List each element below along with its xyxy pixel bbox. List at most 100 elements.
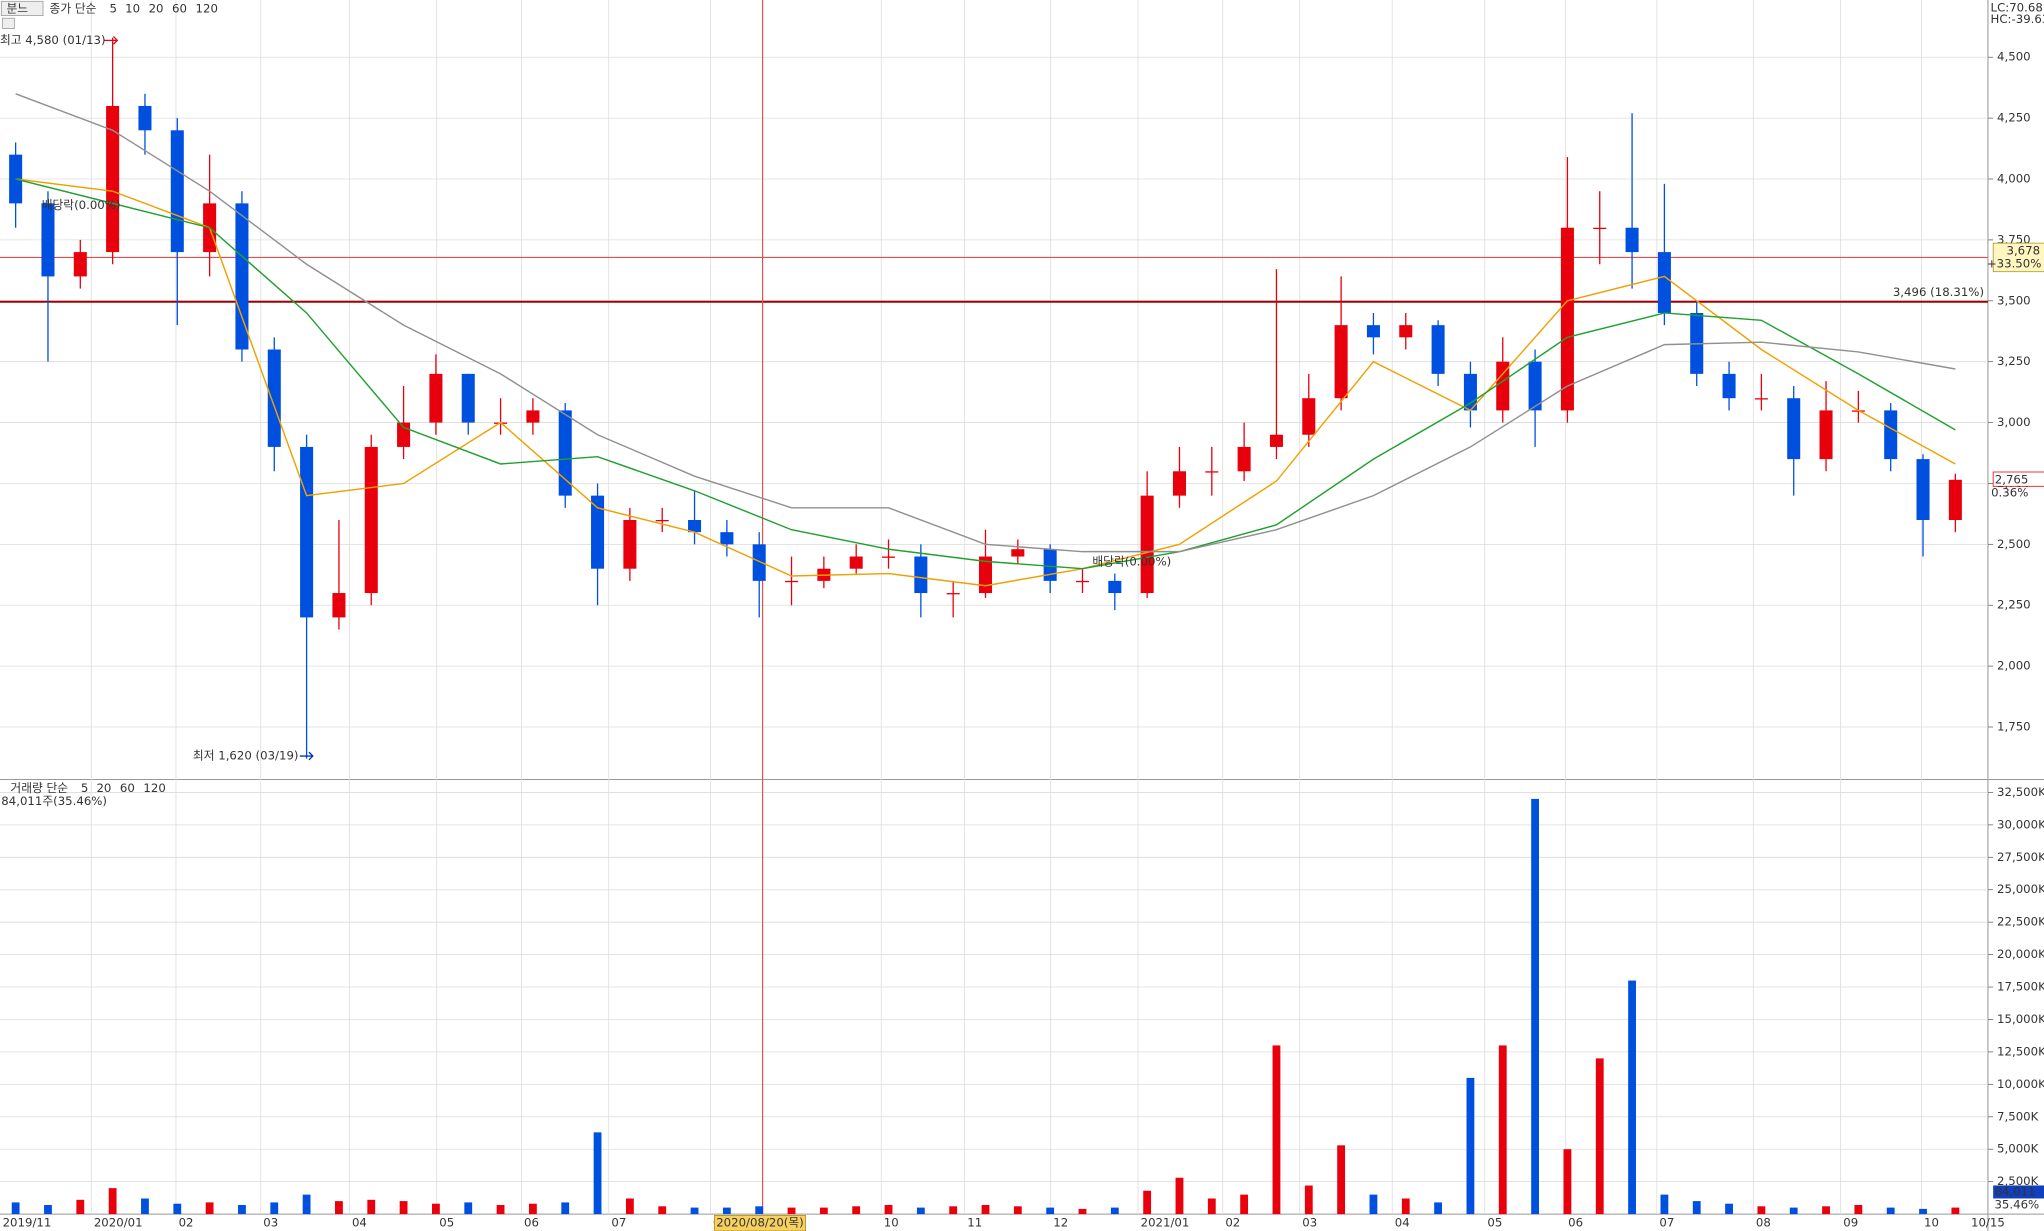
volume-bar — [1531, 798, 1539, 1215]
legend-item: 10 — [125, 2, 140, 16]
crosshair-value-box — [1992, 242, 2044, 273]
volume-legend-label: 거래량 단순 — [10, 781, 68, 795]
crosshair-change: +33.50% — [1987, 256, 2042, 270]
volume-bar — [1304, 1185, 1313, 1215]
candle-body — [1916, 459, 1930, 520]
volume-bar — [399, 1201, 408, 1215]
volume-bar — [528, 1203, 537, 1215]
y-tick-label: 17,500K — [1997, 980, 2044, 994]
arrow — [299, 751, 314, 761]
level-label: 3,496 (18.31%) — [1893, 285, 1984, 299]
y-tick-label: 4,500 — [1997, 50, 2031, 64]
volume-bar — [464, 1202, 473, 1215]
volume-bar — [1110, 1207, 1119, 1215]
volume-bar — [916, 1207, 925, 1215]
candle-body — [73, 252, 87, 277]
candle-body — [1722, 373, 1736, 399]
candle-body — [1205, 471, 1219, 473]
volume-bar — [1207, 1198, 1216, 1215]
volume-bar — [1919, 1208, 1927, 1215]
y-tick-label: 2,250 — [1997, 598, 2031, 612]
y-tick-label: 2,000 — [1997, 659, 2031, 673]
last-value: 2,765 — [1995, 472, 2029, 486]
candle-body — [1625, 227, 1639, 253]
ma-line — [15, 178, 1956, 587]
ma-line — [15, 178, 1956, 570]
volume-bar — [173, 1203, 182, 1215]
x-tick-label: 12 — [1053, 1216, 1068, 1230]
volume-bar — [1078, 1208, 1087, 1215]
candle-body — [1884, 410, 1898, 460]
candle-body — [170, 130, 184, 253]
candle-body — [106, 105, 120, 253]
volume-bar — [1369, 1194, 1378, 1215]
candle-body — [235, 203, 249, 350]
candle-body — [558, 410, 572, 496]
y-tick-label: 15,000K — [1997, 1012, 2044, 1026]
candle-body — [752, 544, 766, 581]
button[interactable] — [0, 0, 44, 17]
x-tick-label: 07 — [1659, 1216, 1674, 1230]
dividend-annotation: 배당락(0.00%) — [1092, 555, 1171, 569]
candle-body — [1593, 227, 1607, 230]
volume-bar — [1595, 1058, 1604, 1215]
volume-bar — [1822, 1206, 1830, 1215]
legend-item: 20 — [96, 781, 111, 795]
volume-info: 84,011주(35.46%) — [1, 794, 107, 808]
legend-item: 120 — [143, 781, 165, 795]
x-tick-label: 02 — [1225, 1216, 1240, 1230]
volume-bar — [141, 1198, 149, 1215]
legend-label: 종가 단순 — [50, 2, 97, 16]
candle-body — [1269, 434, 1283, 447]
volume-bar — [755, 1206, 764, 1215]
y-tick-label: 32,500K — [1997, 785, 2044, 799]
crosshair-value: 3,678 — [2006, 243, 2040, 257]
legend-item: 5 — [81, 781, 88, 795]
candle-body — [1496, 361, 1510, 411]
volume-bar — [1660, 1194, 1669, 1215]
candle-body — [1075, 580, 1090, 583]
x-tick-label: 06 — [1568, 1216, 1583, 1230]
x-tick-label: 11 — [967, 1216, 982, 1230]
candle-body — [946, 593, 960, 595]
volume-bar — [1401, 1198, 1410, 1215]
candle-body — [1657, 252, 1671, 313]
candle-body — [1560, 227, 1574, 411]
legend-item: 120 — [196, 2, 218, 16]
x-tick-label: 02 — [179, 1216, 194, 1230]
candle-body — [429, 373, 443, 423]
x-tick-label: 05 — [1487, 1216, 1502, 1230]
volume-bar — [108, 1188, 117, 1215]
candle-body — [720, 532, 734, 545]
volume-bar — [1725, 1203, 1733, 1215]
corner-lc: LC:70.68 — [1991, 0, 2043, 14]
volume-bar — [1013, 1206, 1022, 1215]
corner-hc: HC:-39.63 — [1991, 12, 2044, 26]
legend-item: 60 — [120, 781, 135, 795]
candle-body — [688, 519, 702, 533]
candle-body — [623, 519, 637, 569]
volume-bar — [1757, 1206, 1766, 1215]
icon-button[interactable] — [2, 17, 15, 30]
x-tick-label: 05 — [439, 1216, 454, 1230]
x-tick-label: 2020/01 — [94, 1216, 143, 1230]
x-tick-label: 09 — [1843, 1216, 1858, 1230]
candle-body — [1043, 549, 1057, 581]
y-tick-label: 3,250 — [1997, 354, 2031, 368]
candle-body — [1948, 479, 1962, 520]
dividend-annotation: 배당락(0.00%) — [42, 198, 121, 212]
candle-body — [591, 495, 605, 569]
y-tick-label: 25,000K — [1997, 882, 2044, 896]
volume-bar — [496, 1205, 505, 1215]
candle-body — [881, 556, 896, 558]
volume-bar — [367, 1199, 376, 1215]
candle-body — [332, 593, 346, 618]
button-label[interactable]: 분느 — [7, 2, 29, 16]
y-tick-label: 4,000 — [1997, 172, 2031, 186]
candle-body — [1011, 549, 1025, 557]
candle-body — [267, 349, 281, 447]
arrow — [104, 35, 119, 45]
y-tick-label: 22,500K — [1997, 915, 2044, 929]
candle-body — [914, 556, 928, 594]
